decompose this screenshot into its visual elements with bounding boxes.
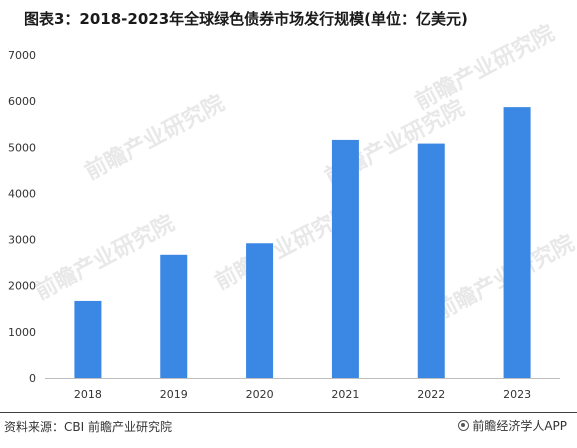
x-tick-label: 2022 <box>417 388 445 401</box>
brand-logo-icon <box>458 420 470 431</box>
x-tick-label: 2020 <box>246 388 274 401</box>
watermark-text: 前瞻产业研究院 <box>81 90 229 185</box>
chart-title: 图表3：2018-2023年全球绿色债券市场发行规模(单位：亿美元) <box>24 10 468 28</box>
bar-2020 <box>246 243 274 378</box>
watermark-layer: 前瞻产业研究院前瞻产业研究院前瞻产业研究院前瞻产业研究院前瞻产业研究院前瞻产业研… <box>31 20 577 325</box>
y-tick-label: 4000 <box>8 187 36 200</box>
watermark-text: 前瞻产业研究院 <box>411 20 559 115</box>
brand-label: 前瞻经济学人APP <box>458 417 567 434</box>
bar-2021 <box>331 139 359 378</box>
bar-2018 <box>74 300 102 378</box>
x-tick-label: 2018 <box>74 388 102 401</box>
x-tick-label: 2021 <box>331 388 359 401</box>
y-tick-label: 3000 <box>8 234 36 247</box>
watermark-text: 前瞻产业研究院 <box>31 210 179 305</box>
source-note: 资料来源：CBI 前瞻产业研究院 <box>4 420 172 434</box>
bars <box>74 107 531 379</box>
brand-text: 前瞻经济学人APP <box>472 419 567 433</box>
footer-divider <box>0 412 577 413</box>
y-tick-label: 2000 <box>8 280 36 293</box>
x-axis-ticks: 2018 2019 2020 2021 2022 2023 <box>74 388 531 401</box>
y-tick-label: 7000 <box>8 49 36 62</box>
y-tick-label: 0 <box>29 372 36 385</box>
x-tick-label: 2023 <box>503 388 531 401</box>
bar-2022 <box>417 143 445 378</box>
y-tick-label: 1000 <box>8 326 36 339</box>
bar-chart: 前瞻产业研究院前瞻产业研究院前瞻产业研究院前瞻产业研究院前瞻产业研究院前瞻产业研… <box>8 20 577 401</box>
x-tick-label: 2019 <box>160 388 188 401</box>
y-tick-label: 5000 <box>8 141 36 154</box>
y-tick-label: 6000 <box>8 95 36 108</box>
bar-2019 <box>160 254 188 378</box>
y-axis-ticks: 0 1000 2000 3000 4000 5000 6000 7000 <box>8 49 36 385</box>
bar-2023 <box>503 107 531 379</box>
